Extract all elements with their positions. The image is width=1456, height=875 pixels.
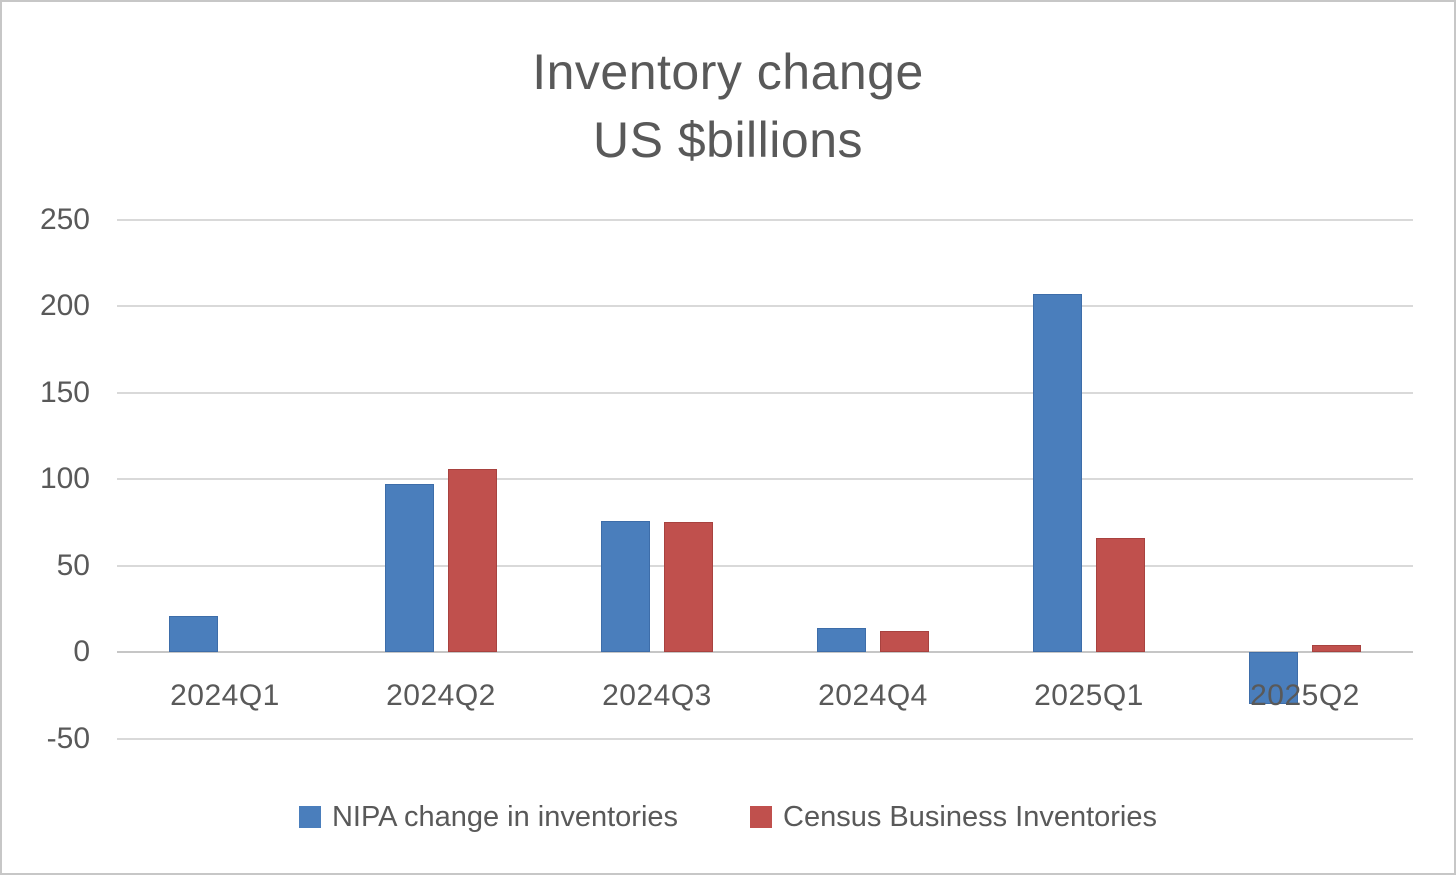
x-axis-label-2024Q2: 2024Q2 bbox=[386, 679, 496, 712]
y-axis-tick-label: 150 bbox=[39, 375, 90, 409]
x-axis-label-2024Q4: 2024Q4 bbox=[818, 679, 928, 712]
y-axis-tick-label: -50 bbox=[46, 721, 90, 755]
gridline bbox=[117, 391, 1413, 394]
gridline bbox=[117, 478, 1413, 480]
legend: NIPA change in inventories Census Busines… bbox=[2, 800, 1454, 834]
y-axis-tick-label: 0 bbox=[73, 635, 90, 668]
y-axis-tick-label: 200 bbox=[39, 289, 90, 322]
gridline bbox=[117, 218, 1413, 221]
bar-nipa-2024Q2 bbox=[385, 484, 434, 652]
y-axis-tick-label: 50 bbox=[56, 548, 90, 582]
gridline bbox=[117, 737, 1413, 740]
bar-census-2025Q2 bbox=[1312, 645, 1361, 652]
chart-subtitle: US $billions bbox=[592, 112, 863, 168]
legend-swatch-nipa-icon bbox=[298, 806, 321, 828]
bar-nipa-2024Q4 bbox=[817, 627, 866, 652]
bar-nipa-2025Q2 bbox=[1249, 652, 1298, 704]
x-axis-line bbox=[117, 651, 1413, 653]
x-axis-label-2025Q2: 2025Q2 bbox=[1250, 679, 1360, 712]
y-axis-tick-label: 100 bbox=[39, 462, 90, 495]
bar-census-2024Q3 bbox=[664, 522, 713, 652]
x-axis-label-2024Q3: 2024Q3 bbox=[602, 679, 712, 712]
legend-item-census: Census Business Inventories bbox=[750, 800, 1157, 834]
bar-nipa-2025Q1 bbox=[1033, 293, 1082, 652]
legend-swatch-census-icon bbox=[750, 806, 773, 828]
bar-census-2024Q2 bbox=[448, 468, 497, 652]
chart-title: Inventory change bbox=[532, 44, 924, 100]
x-axis-label-2024Q1: 2024Q1 bbox=[170, 679, 280, 712]
x-axis-label-2025Q1: 2025Q1 bbox=[1034, 679, 1144, 712]
bar-nipa-2024Q1 bbox=[169, 615, 218, 652]
gridline bbox=[117, 305, 1413, 307]
y-axis-tick-label: 250 bbox=[39, 202, 90, 236]
chart-title-block: Inventory change US $billions bbox=[2, 38, 1454, 174]
legend-label-nipa: NIPA change in inventories bbox=[331, 801, 679, 833]
legend-item-nipa: NIPA change in inventories bbox=[298, 800, 679, 834]
bar-census-2025Q1 bbox=[1096, 537, 1145, 652]
gridline bbox=[117, 564, 1413, 567]
legend-label-census: Census Business Inventories bbox=[783, 801, 1158, 833]
bar-census-2024Q4 bbox=[880, 631, 929, 652]
bar-nipa-2024Q3 bbox=[601, 520, 650, 652]
